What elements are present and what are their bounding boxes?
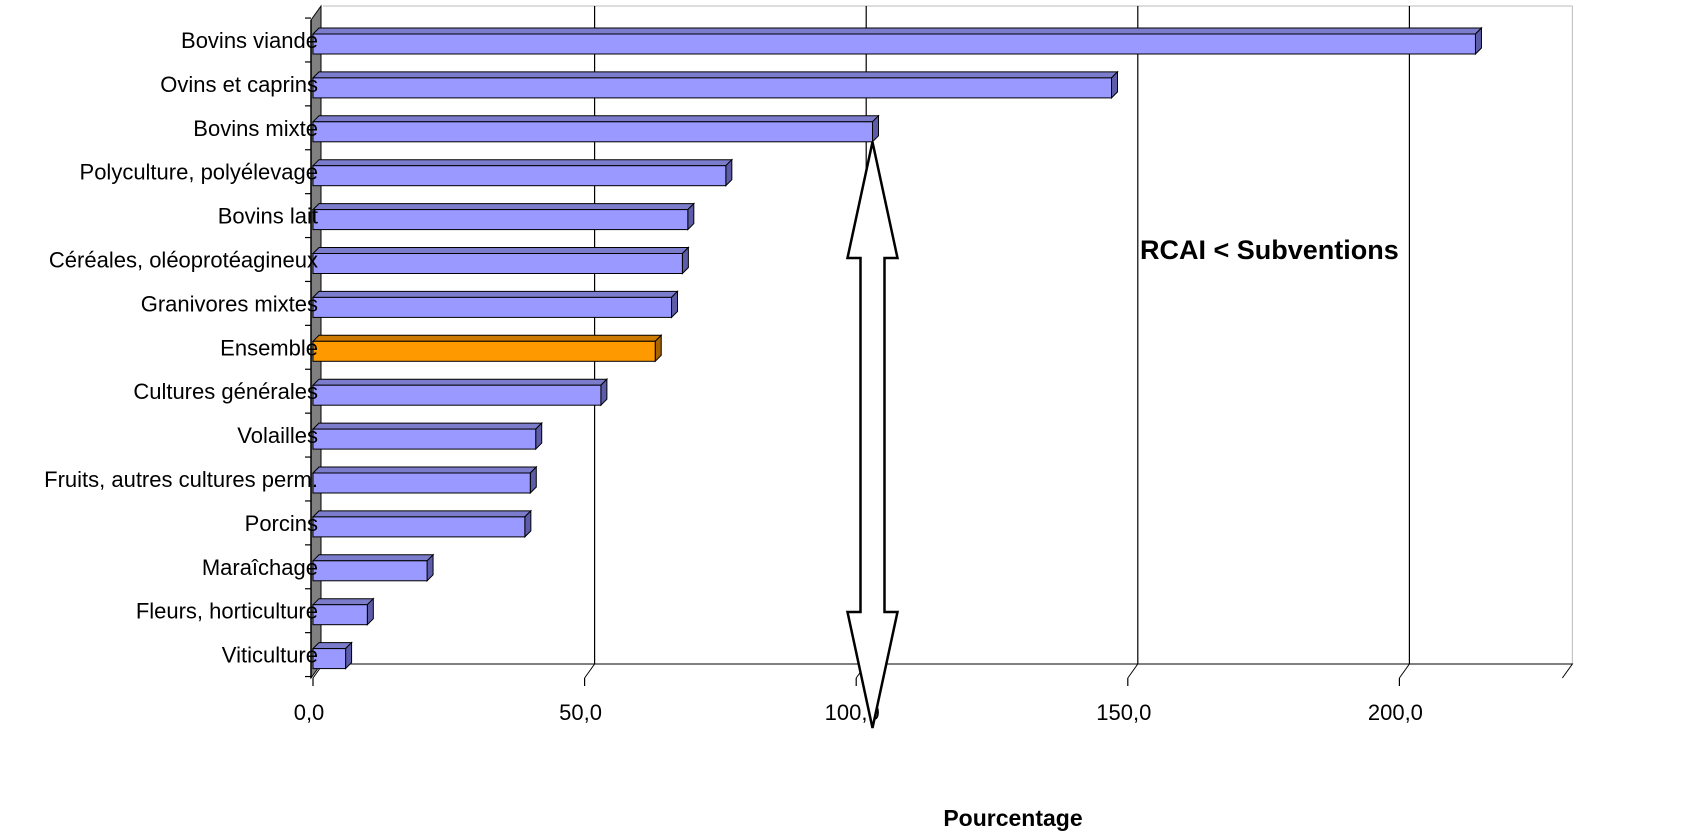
bar [311,158,734,187]
bar-top-face [311,27,1483,35]
bar-top-face [311,247,690,254]
bar-top-face [311,554,435,562]
bar-top-face [311,159,734,167]
x-tick-label: 0,0 [294,700,325,725]
bar [311,114,880,144]
bar [311,290,679,319]
category-label: Fleurs, horticulture [136,599,318,624]
bar [311,509,533,539]
gridline-floor [584,663,596,679]
bar [311,26,1483,56]
bar-top-face [311,334,663,342]
x-tick-label: 200,0 [1368,700,1423,725]
bars [311,26,1483,670]
bar-top-face [311,510,533,518]
bar-front-face [312,560,428,582]
category-label: Viticulture [222,643,318,668]
bar-top-face [311,378,609,386]
x-tick-label: 150,0 [1096,700,1151,725]
bar-front-face [312,77,1113,99]
gridline-floor [1398,663,1410,679]
category-label: Céréales, oléoprotéagineux [49,248,318,273]
category-label: Cultures générales [133,379,318,404]
chart-floor [312,663,1574,679]
bar-front-face [312,516,526,538]
bar-front-face [312,340,656,362]
annotation: RCAI < Subventions [845,141,1399,729]
bar-front-face [312,648,347,670]
bar [311,465,538,495]
bar-front-face [312,472,531,494]
bar [311,334,663,363]
bar-top-face [311,203,696,211]
category-labels: Bovins viande Ovins et caprins Bovins mixt… [44,28,318,668]
category-label: Bovins mixte [193,116,318,141]
bar-top-face [311,422,543,430]
bar-front-face [312,428,537,450]
category-label: Porcins [245,511,318,536]
bar [311,641,353,670]
bar-front-face [312,253,683,274]
x-axis-title: Pourcentage [943,805,1082,831]
bar-top-face [311,598,375,606]
category-label: Ensemble [220,335,318,360]
category-label: Polyculture, polyélevage [80,160,318,185]
x-axis-ticks: 0,0 50,0 100,0 150,0 200,0 [294,678,1423,725]
bar-top-face [311,290,679,298]
bar-front-face [312,209,689,231]
category-label: Volailles [237,423,318,448]
bar [311,202,696,231]
double-arrow-icon [845,141,900,729]
bar-top-face [311,71,1119,79]
x-tick-label: 50,0 [559,700,602,725]
annotation-label: RCAI < Subventions [1140,235,1399,265]
category-label: Bovins lait [218,204,318,229]
bar-front-face [312,121,873,143]
bar [311,553,435,583]
bar [311,246,690,275]
bar [311,70,1119,100]
bar [311,421,543,451]
bar-front-face [312,296,673,318]
bar [311,597,375,626]
bar-front-face [312,384,602,406]
bar-top-face [311,466,538,474]
bar-front-face [312,604,368,626]
category-label: Ovins et caprins [160,72,318,97]
bar [311,377,609,407]
bar-front-face [312,33,1476,55]
category-label: Maraîchage [202,555,318,580]
category-label: Granivores mixtes [141,291,318,316]
category-label: Fruits, autres cultures perm. [44,467,318,492]
bar-top-face [311,115,880,123]
category-label: Bovins viande [181,28,318,53]
gridline-floor [1127,663,1139,679]
bar-front-face [312,165,727,187]
